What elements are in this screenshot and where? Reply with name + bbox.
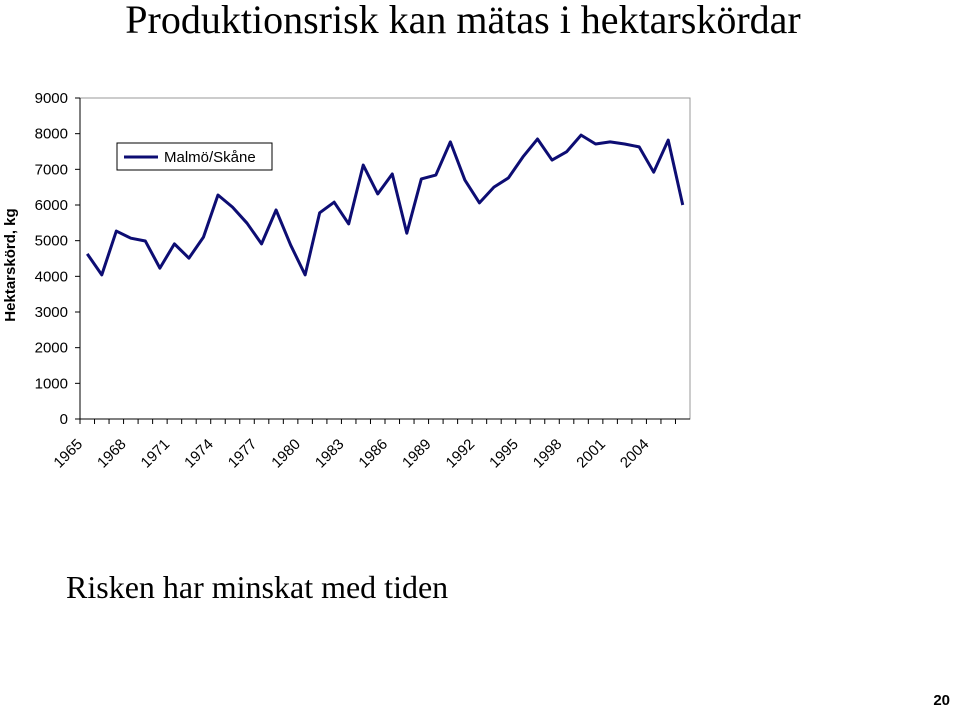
- legend-label: Malmö/Skåne: [164, 149, 256, 166]
- y-tick-label: 5000: [35, 233, 68, 250]
- y-tick-label: 7000: [35, 161, 68, 178]
- y-tick-label: 9000: [35, 90, 68, 107]
- page-number: 20: [933, 692, 950, 708]
- x-tick-label: 2004: [617, 436, 653, 472]
- line-series: [86, 133, 685, 277]
- y-tick-label: 0: [60, 411, 68, 428]
- x-tick-label: 1989: [399, 436, 435, 472]
- y-tick-label: 3000: [35, 304, 68, 321]
- y-tick-label: 8000: [35, 126, 68, 143]
- x-tick-label: 1965: [50, 436, 86, 472]
- x-tick-label: 1968: [94, 436, 130, 472]
- x-tick-label: 1977: [225, 436, 261, 472]
- x-tick-label: 1995: [486, 436, 522, 472]
- y-tick-label: 4000: [35, 268, 68, 285]
- x-tick-label: 1986: [355, 436, 391, 472]
- x-tick-label: 1983: [312, 436, 348, 472]
- caption: Risken har minskat med tiden: [66, 569, 448, 605]
- y-tick-label: 1000: [35, 375, 68, 392]
- y-tick-label: 2000: [35, 340, 68, 357]
- y-axis-label: Hektarskörd, kg: [2, 208, 19, 321]
- x-tick-label: 1974: [181, 436, 217, 472]
- x-tick-label: 1980: [268, 436, 304, 472]
- slide-title: Produktionsrisk kan mätas i hektarskörda…: [125, 0, 800, 42]
- y-tick-label: 6000: [35, 197, 68, 214]
- x-tick-label: 1971: [138, 436, 174, 472]
- x-tick-label: 2001: [573, 436, 609, 472]
- x-tick-label: 1992: [443, 436, 479, 472]
- x-tick-label: 1998: [530, 436, 566, 472]
